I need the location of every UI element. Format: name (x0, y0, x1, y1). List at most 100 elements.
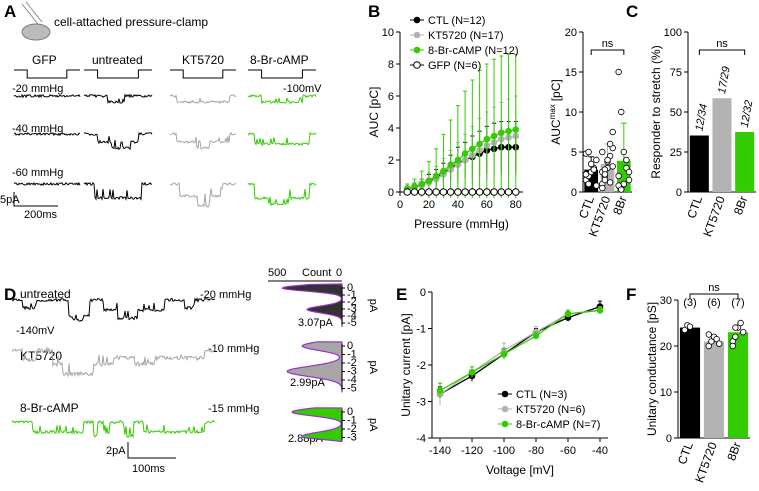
data-point (432, 172, 440, 180)
hist-tick-label: 0 (347, 406, 353, 418)
x-axis-label: Pressure (mmHg) (414, 217, 509, 231)
data-point (475, 188, 484, 196)
y-tick-label: -1 (416, 324, 426, 336)
y-tick-label: 0 (420, 287, 426, 299)
data-point (686, 323, 694, 330)
amplitude-label: 2.99pA (290, 377, 326, 389)
histogram (281, 283, 343, 327)
pressure-label: -40 mmHg (12, 123, 63, 135)
legend-label: 8-Br-cAMP (N=7) (516, 419, 600, 431)
data-point (511, 188, 520, 196)
pressure-label: -20 mmHg (200, 289, 251, 301)
y-tick-label: 0 (571, 187, 577, 199)
pressure-label: -20 mmHg (12, 83, 63, 95)
x-tick-label: 8Br (724, 440, 744, 462)
hist-unit: pA (367, 299, 379, 313)
data-point (504, 188, 513, 196)
data-point (585, 148, 592, 156)
data-point (599, 184, 606, 192)
pressure-step (248, 69, 316, 79)
trace (11, 419, 216, 439)
panel-label: E (396, 285, 407, 304)
data-point (439, 188, 448, 196)
hist-tick-label: -5 (347, 383, 357, 395)
y-axis-label-sup: max (548, 104, 557, 119)
count-axis-label: Count (302, 267, 331, 279)
y-axis-label-part: [pC] (549, 79, 563, 101)
trace (247, 94, 317, 105)
scale-bar (127, 442, 176, 459)
bar (735, 132, 755, 192)
data-point (590, 166, 597, 173)
data-point (490, 132, 498, 140)
data-point (604, 156, 611, 164)
x-tick-label: 0 (397, 199, 403, 211)
data-point (497, 129, 505, 137)
data-point (705, 331, 712, 338)
data-point (564, 310, 572, 318)
significance-label: ns (602, 38, 614, 50)
data-point (618, 186, 625, 193)
trace (13, 93, 81, 99)
panel-label: D (4, 285, 16, 304)
y-tick-label: 50 (670, 107, 682, 119)
data-point (440, 167, 447, 175)
data-point (623, 156, 630, 164)
data-point (585, 180, 592, 188)
bar (679, 327, 701, 438)
x-tick-label: 8Br (731, 194, 751, 216)
scale-label: 200ms (24, 209, 58, 221)
series-line (439, 309, 601, 395)
y-tick-label: 15 (565, 67, 577, 79)
x-tick-label: -40 (592, 445, 608, 457)
trace (11, 297, 216, 322)
data-point (417, 188, 426, 196)
n-label: (3) (683, 297, 696, 309)
y-tick-label: 30 (660, 295, 672, 307)
n-label: (7) (731, 297, 744, 309)
legend-marker (413, 31, 421, 39)
histogram (291, 407, 343, 443)
hist-tick-label: -2 (347, 296, 357, 308)
hist-tick-label: -1 (347, 289, 357, 301)
trace-label: 8-Br-cAMP (20, 401, 79, 415)
trace (169, 131, 237, 150)
y-tick-label: -4 (416, 433, 426, 445)
series-line (407, 135, 516, 190)
y-tick-label: 10 (660, 387, 672, 399)
condition-label: GFP (32, 53, 57, 67)
data-point (483, 188, 491, 196)
bar (727, 332, 749, 438)
data-point (410, 188, 419, 196)
data-point (582, 171, 590, 178)
trace (169, 181, 237, 208)
pressure-step (14, 69, 80, 79)
data-point (532, 332, 540, 340)
significance-bracket (590, 49, 625, 55)
legend-label: KT5720 (N=6) (516, 404, 585, 416)
data-point (505, 127, 512, 135)
y-tick-label: 5 (571, 147, 577, 159)
condition-label: untreated (92, 53, 143, 67)
bar (689, 135, 709, 192)
data-point (732, 324, 739, 331)
data-point (593, 182, 600, 189)
data-point (468, 188, 477, 196)
hist-tick-label: -4 (347, 310, 357, 322)
x-axis-label: Voltage [mV] (486, 463, 554, 477)
x-tick-label: 20 (423, 199, 435, 211)
y-tick-label: 0 (666, 433, 672, 445)
y-tick-label: 20 (660, 341, 672, 353)
data-point (716, 340, 723, 347)
trace (83, 131, 153, 151)
data-point (615, 68, 622, 76)
n-label: (6) (707, 297, 720, 309)
trace (247, 131, 317, 147)
amplitude-label: 3.07pA (298, 317, 334, 329)
legend-marker (501, 420, 509, 428)
panel-label: C (626, 2, 638, 21)
histogram (286, 341, 343, 393)
hist-tick-label: -4 (347, 374, 357, 386)
data-point (599, 148, 606, 156)
trace (13, 131, 81, 137)
